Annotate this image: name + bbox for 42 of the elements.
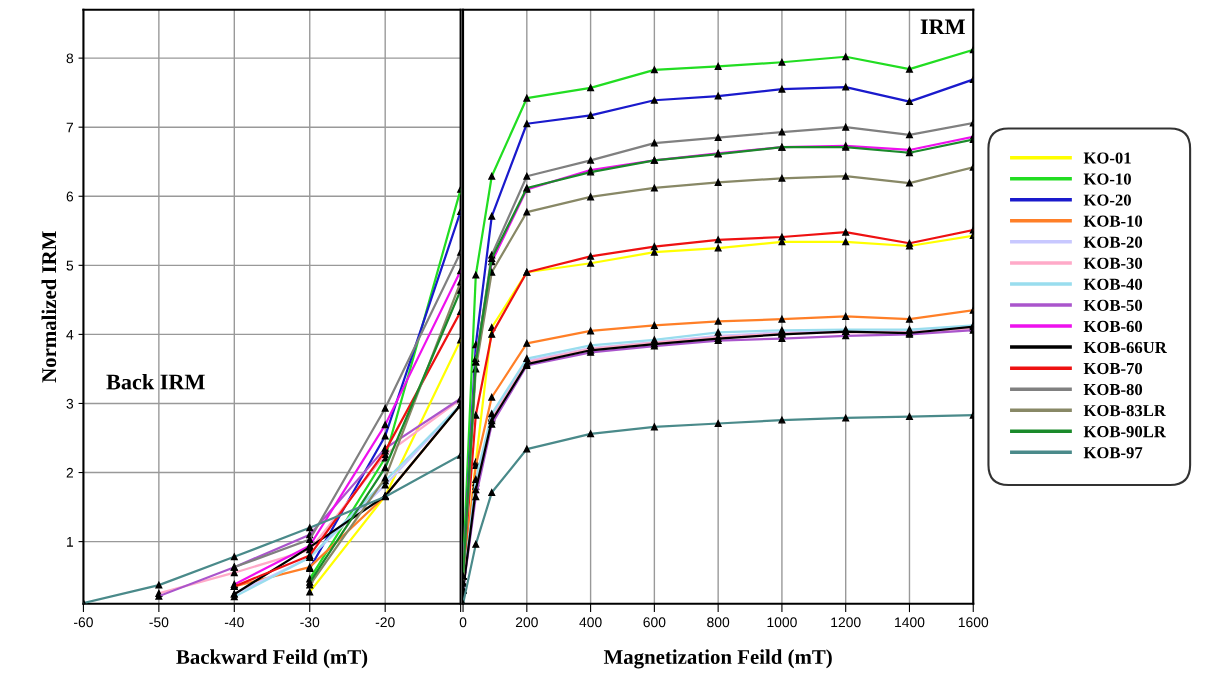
legend-label: KOB-83LR [1083,404,1167,417]
legend-label: KOB-70 [1083,362,1143,375]
y-tick-label: 1 [67,537,74,547]
x-tick-label: 400 [579,617,602,628]
x-tick-label: 800 [707,617,730,628]
y-tick-label: 3 [66,398,74,409]
annotation: Back IRM [106,373,205,390]
y-tick-label: 2 [66,467,73,478]
legend-label: KO-01 [1083,152,1131,164]
x-tick-label: 1000 [767,617,797,628]
y-tick-label: 4 [66,329,74,340]
x-tick-label: -30 [300,617,320,628]
x-tick-label: 1200 [831,617,861,628]
x-tick-label: 600 [643,617,666,628]
legend-label: KOB-80 [1083,383,1143,396]
legend-label: KOB-50 [1083,299,1143,311]
x-axis-title: Magnetization Feild (mT) [603,649,832,669]
legend-label: KOB-60 [1083,320,1143,333]
x-tick-label: 200 [515,617,538,628]
legend-label: KOB-97 [1083,447,1143,459]
legend-label: KOB-90LR [1083,426,1167,438]
y-tick-label: 7 [66,122,73,133]
x-tick-label: 0 [459,617,467,628]
x-axis-title: Backward Feild (mT) [176,649,368,669]
annotation: IRM [920,19,965,35]
x-tick-label: 1600 [958,617,989,628]
legend-label: KO-10 [1083,173,1131,185]
x-tick-label: -60 [74,617,93,628]
x-tick-label: 1400 [895,617,925,628]
y-tick-label: 6 [66,191,74,202]
legend-label: KOB-10 [1083,215,1143,227]
legend-label: KOB-40 [1083,278,1143,290]
legend-label: KOB-30 [1083,257,1143,269]
x-tick-label: -50 [149,617,169,628]
x-tick-label: -20 [375,617,395,628]
legend-label: KO-20 [1083,194,1131,206]
y-tick-label: 5 [66,260,74,271]
x-tick-label: -40 [224,617,244,628]
y-tick-label: 8 [66,53,74,64]
legend-label: KOB-66UR [1083,341,1167,354]
y-axis-title: Normalized IRM [41,231,57,383]
legend-label: KOB-20 [1083,236,1143,248]
